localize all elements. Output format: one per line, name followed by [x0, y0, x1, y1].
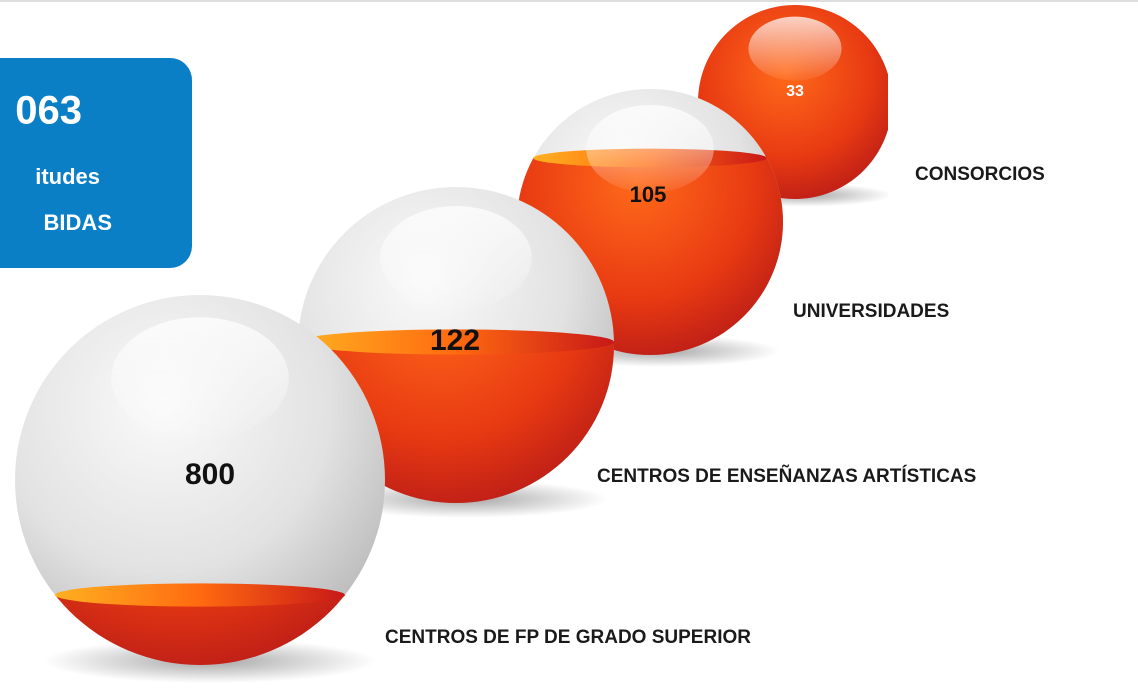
- item-label: CENTROS DE ENSEÑANZAS ARTÍSTICAS: [597, 465, 976, 487]
- spheres: 33 105 122 800: [15, 5, 888, 684]
- sphere-highlight: [586, 104, 714, 193]
- summary-background: [0, 58, 192, 268]
- item-label: CENTROS DE FP DE GRADO SUPERIOR: [385, 627, 751, 648]
- liquid-surface: [55, 583, 345, 607]
- sphere-highlight: [748, 16, 842, 81]
- sphere: 800: [15, 295, 385, 684]
- summary-line1: itudes: [35, 164, 100, 189]
- sphere-value: 122: [430, 324, 480, 357]
- sphere-liquid: [55, 595, 345, 665]
- item-label: CONSORCIOS: [915, 164, 1045, 185]
- sphere-value: 800: [185, 458, 235, 491]
- sphere-value: 105: [630, 182, 667, 207]
- sphere-glass: [15, 295, 385, 665]
- liquid-surface: [298, 329, 614, 355]
- sphere: 122: [298, 187, 614, 518]
- sphere-value: 33: [786, 83, 804, 100]
- summary-line2: BIDAS: [44, 210, 112, 235]
- summary-number: 063: [15, 89, 82, 133]
- summary-box: 063 itudes BIDAS: [0, 58, 192, 268]
- item-label: UNIVERSIDADES: [793, 301, 949, 322]
- sphere-highlight: [380, 205, 532, 311]
- sphere-highlight: [111, 317, 289, 440]
- labels: CONSORCIOS UNIVERSIDADES CENTROS DE ENSEÑA…: [385, 164, 1045, 648]
